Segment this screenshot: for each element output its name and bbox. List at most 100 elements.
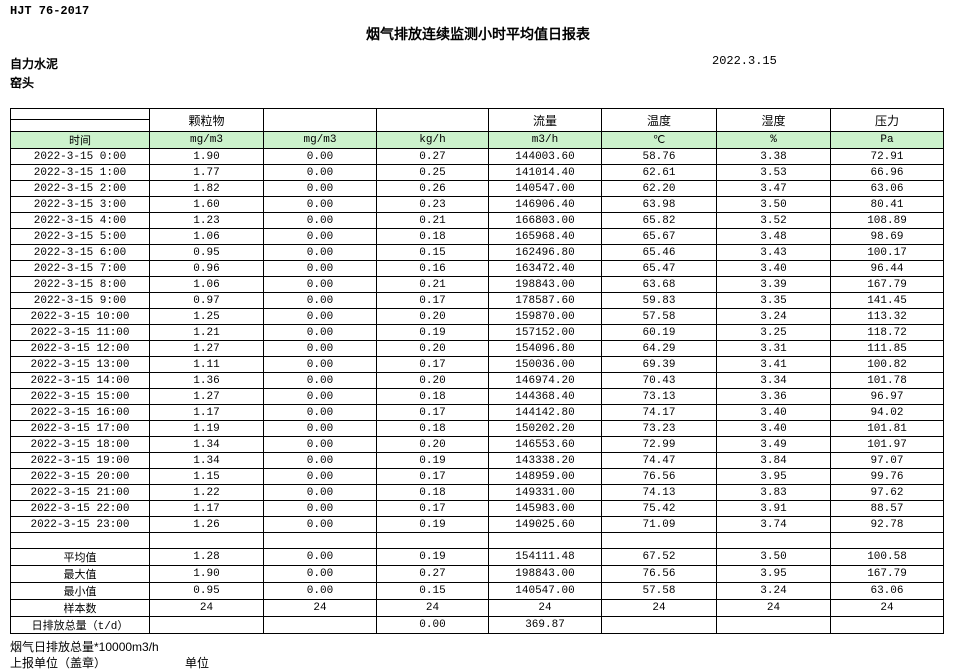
table-row-cell: 74.13: [601, 484, 717, 501]
table-row-cell: 0.18: [376, 388, 489, 405]
table-row-cell: 72.99: [601, 436, 717, 453]
table-row-cell: 101.81: [830, 420, 944, 437]
table-row-cell: 3.38: [716, 148, 831, 165]
table-row-cell: 2022-3-15 9:00: [10, 292, 150, 309]
table-row-cell: 0.17: [376, 292, 489, 309]
group-header-row: 颗粒物 流量 温度 湿度 压力: [10, 108, 944, 132]
table-row-cell: 75.42: [601, 500, 717, 517]
table-row-cell: 1.11: [149, 356, 264, 373]
table-row-cell: 163472.40: [488, 260, 602, 277]
summary-row-cell: 167.79: [830, 565, 944, 583]
table-row: 2022-3-15 13:00 1.11 0.00 0.17 150036.00 69.3…: [10, 356, 944, 373]
table-row-cell: 145983.00: [488, 500, 602, 517]
table-row-cell: 2022-3-15 4:00: [10, 212, 150, 229]
table-row-cell: 144142.80: [488, 404, 602, 421]
table-row-cell: 0.00: [263, 516, 377, 533]
table-row: 2022-3-15 12:00 1.27 0.00 0.20 154096.80 64.2…: [10, 340, 944, 357]
table-row-cell: 2022-3-15 1:00: [10, 164, 150, 181]
table-row-cell: 62.61: [601, 164, 717, 181]
table-row-cell: 73.13: [601, 388, 717, 405]
table-row-cell: 141.45: [830, 292, 944, 309]
table-row-cell: 0.21: [376, 212, 489, 229]
table-row: 2022-3-15 5:00 1.06 0.00 0.18 165968.40 65.67…: [10, 228, 944, 245]
table-row-cell: 80.41: [830, 196, 944, 213]
table-row-cell: 63.98: [601, 196, 717, 213]
group-header-row-cell: 温度: [601, 108, 717, 132]
table-row-cell: 97.07: [830, 452, 944, 469]
table-row-cell: 101.78: [830, 372, 944, 389]
table-row-cell: 3.52: [716, 212, 831, 229]
table-row-cell: 72.91: [830, 148, 944, 165]
unit-header-row-cell: ℃: [601, 131, 717, 149]
table-row-cell: 0.19: [376, 516, 489, 533]
table-row-cell: 0.00: [263, 212, 377, 229]
table-row-cell: 0.20: [376, 436, 489, 453]
table-row: 2022-3-15 4:00 1.23 0.00 0.21 166803.00 65.82…: [10, 212, 944, 229]
location-name: 窑头: [10, 76, 35, 90]
table-row-cell: 150202.20: [488, 420, 602, 437]
spacer-row-cell: [716, 532, 831, 549]
table-row-cell: 0.00: [263, 228, 377, 245]
table-row-cell: 71.09: [601, 516, 717, 533]
table-row-cell: 63.68: [601, 276, 717, 293]
summary-row-cell: 3.50: [716, 548, 831, 566]
table-row-cell: 2022-3-15 15:00: [10, 388, 150, 405]
table-row-cell: 3.39: [716, 276, 831, 293]
summary-row-cell: 1.28: [149, 548, 264, 566]
table-row: 2022-3-15 10:00 1.25 0.00 0.20 159870.00 57.5…: [10, 308, 944, 325]
table-row-cell: 149331.00: [488, 484, 602, 501]
report-table: 颗粒物 流量 温度 湿度 压力 时间 mg/m3 mg/m3 kg/h m3/h ℃% Pa 2022-…: [10, 108, 944, 634]
table-row-cell: 2022-3-15 3:00: [10, 196, 150, 213]
summary-row-cell: [149, 616, 264, 634]
table-row-cell: 0.00: [263, 372, 377, 389]
table-row-cell: 140547.00: [488, 180, 602, 197]
table-row-cell: 0.25: [376, 164, 489, 181]
summary-row-cell: 24: [376, 599, 489, 617]
table-row-cell: 0.96: [149, 260, 264, 277]
table-row-cell: 63.06: [830, 180, 944, 197]
table-row-cell: 2022-3-15 8:00: [10, 276, 150, 293]
table-row-cell: 2022-3-15 16:00: [10, 404, 150, 421]
table-row: 2022-3-15 17:00 1.19 0.00 0.18 150202.20 73.2…: [10, 420, 944, 437]
table-row-cell: 0.23: [376, 196, 489, 213]
table-row-cell: 0.00: [263, 260, 377, 277]
table-row-cell: 65.46: [601, 244, 717, 261]
table-row-cell: 150036.00: [488, 356, 602, 373]
table-row-cell: 3.84: [716, 452, 831, 469]
table-row-cell: 60.19: [601, 324, 717, 341]
table-row-cell: 0.00: [263, 196, 377, 213]
table-row-cell: 2022-3-15 0:00: [10, 148, 150, 165]
table-row-cell: 159870.00: [488, 308, 602, 325]
table-row-cell: 3.41: [716, 356, 831, 373]
spacer-row-cell: [830, 532, 944, 549]
summary-row: 样本数 24 24 24 24 24 24 24: [10, 599, 944, 617]
summary-row-cell: 样本数: [10, 599, 150, 617]
table-row-cell: 57.58: [601, 308, 717, 325]
table-row-cell: 0.00: [263, 436, 377, 453]
corner-split-top: [11, 110, 149, 120]
table-row-cell: 100.17: [830, 244, 944, 261]
table-row: 2022-3-15 11:00 1.21 0.00 0.19 157152.00 60.1…: [10, 324, 944, 341]
table-row-cell: 1.26: [149, 516, 264, 533]
table-row-cell: 1.90: [149, 148, 264, 165]
table-row-cell: 0.00: [263, 324, 377, 341]
spacer-row-cell: [376, 532, 489, 549]
table-row-cell: 73.23: [601, 420, 717, 437]
table-row-cell: 2022-3-15 13:00: [10, 356, 150, 373]
table-row-cell: 76.56: [601, 468, 717, 485]
table-row-cell: 3.43: [716, 244, 831, 261]
summary-row-cell: [716, 616, 831, 634]
spacer-row-cell: [263, 532, 377, 549]
table-row-cell: 167.79: [830, 276, 944, 293]
table-row-cell: 2022-3-15 11:00: [10, 324, 150, 341]
corner-split-bottom: [12, 120, 149, 131]
table-row-cell: 99.76: [830, 468, 944, 485]
table-row-cell: 0.19: [376, 324, 489, 341]
company-name: 自力水泥: [10, 57, 59, 71]
table-row-cell: 0.00: [263, 500, 377, 517]
table-row-cell: 146974.20: [488, 372, 602, 389]
table-row-cell: 2022-3-15 22:00: [10, 500, 150, 517]
table-row: 2022-3-15 3:00 1.60 0.00 0.23 146906.40 63.98…: [10, 196, 944, 213]
summary-row-cell: 0.27: [376, 565, 489, 583]
corner-split-cell: [10, 108, 150, 132]
